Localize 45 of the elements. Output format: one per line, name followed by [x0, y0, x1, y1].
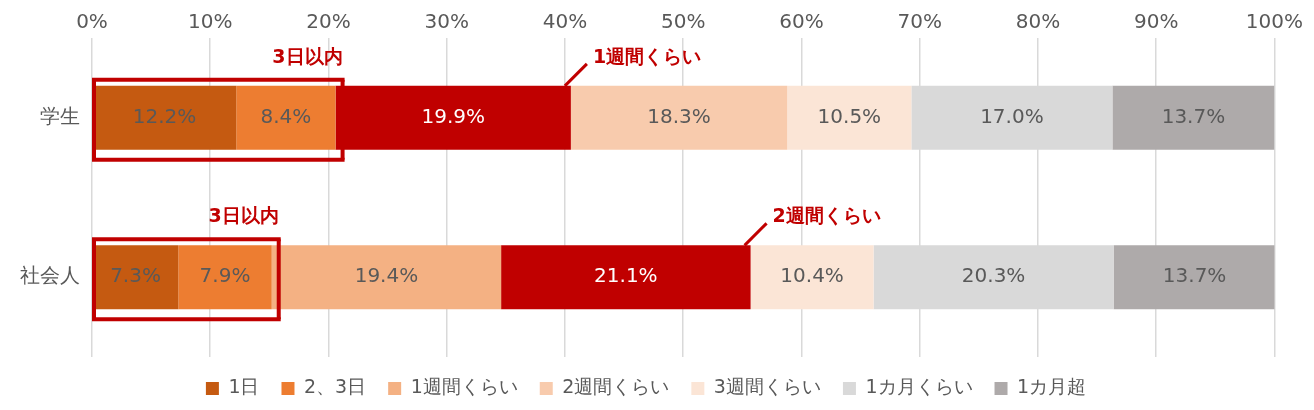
x-tick-label: 80%	[1015, 9, 1061, 34]
bar	[570, 85, 788, 150]
legend-label: 2、3日	[303, 375, 367, 398]
bar	[236, 85, 336, 150]
legend-label: 1週間くらい	[410, 375, 518, 398]
bar	[1113, 245, 1275, 310]
data-label: 12.2%	[132, 103, 197, 128]
x-tick-label: 0%	[76, 9, 108, 34]
legend-label: 2週間くらい	[562, 375, 670, 398]
x-tick-label: 60%	[779, 9, 824, 34]
data-label: 17.0%	[980, 103, 1044, 128]
x-tick-label: 100%	[1245, 9, 1303, 34]
x-tick-label: 40%	[542, 9, 588, 34]
data-label: 7.3%	[110, 263, 161, 288]
bar	[750, 245, 874, 310]
x-tick-label: 10%	[188, 9, 233, 34]
data-label: 19.4%	[354, 263, 419, 288]
annotation: 1週間くらい	[592, 44, 702, 67]
legend-label: 1カ月超	[1017, 375, 1087, 398]
data-label: 8.4%	[260, 103, 312, 128]
data-label: 13.7%	[1161, 103, 1226, 128]
bar	[178, 245, 272, 310]
annotation: 2週間くらい	[772, 204, 881, 227]
x-tick-label: 50%	[660, 9, 706, 34]
data-label: 18.3%	[647, 103, 711, 128]
x-tick-label: 90%	[1133, 9, 1179, 34]
bar	[787, 85, 912, 150]
annotation: 3日以内	[272, 44, 343, 67]
data-label: 10.5%	[817, 103, 882, 128]
legend-label: 1日	[228, 375, 260, 398]
bar	[1112, 85, 1275, 150]
data-label: 19.9%	[421, 103, 485, 128]
data-label: 20.3%	[961, 263, 1026, 288]
x-tick-label: 20%	[306, 9, 351, 34]
data-label: 13.7%	[1162, 263, 1227, 288]
y-tick-label: 社会人	[20, 263, 80, 288]
x-tick-label: 30%	[424, 9, 469, 34]
data-label: 7.9%	[199, 263, 251, 288]
data-label: 10.4%	[780, 263, 844, 288]
y-tick-label: 学生	[40, 103, 80, 128]
x-tick-label: 70%	[897, 9, 942, 34]
legend-label: 3週間くらい	[713, 375, 821, 398]
annotation: 3日以内	[208, 204, 279, 227]
data-label: 21.1%	[594, 263, 658, 288]
legend-label: 1カ月くらい	[865, 375, 973, 398]
